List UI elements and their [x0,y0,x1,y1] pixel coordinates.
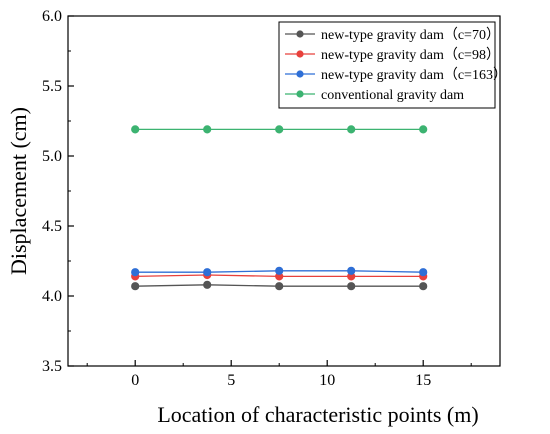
legend-swatch-marker [296,90,304,98]
x-tick-label: 10 [319,372,335,389]
legend-label: new-type gravity dam（c=163） [321,67,507,83]
series-0 [131,280,428,291]
x-axis-title: Location of characteristic points (m) [157,402,478,427]
data-point [347,125,356,134]
series-2 [131,266,428,277]
data-point [419,125,428,134]
data-point [203,268,212,277]
legend-swatch-marker [296,70,304,78]
legend-swatch-marker [296,30,304,38]
data-point [131,268,140,277]
legend-label: conventional gravity dam [321,88,464,103]
data-point [275,125,284,134]
y-tick-label: 4.0 [42,288,62,305]
data-point [347,282,356,291]
y-tick-label: 5.0 [42,148,62,165]
y-tick-label: 3.5 [42,358,62,375]
series-3 [131,125,428,134]
x-tick-label: 15 [415,372,431,389]
data-point [203,125,212,134]
data-point [275,266,284,275]
legend: new-type gravity dam（c=70） new-type gravi… [278,21,507,109]
data-point [203,280,212,289]
legend-label: new-type gravity dam（c=70） [321,27,500,43]
y-axis-title: Displacement (cm) [6,107,31,275]
x-tick-label: 5 [227,372,235,389]
data-point [131,282,140,291]
series-layer [131,125,428,291]
data-point [347,266,356,275]
y-tick-label: 5.5 [42,78,62,95]
data-point [131,125,140,134]
y-tick-label: 6.0 [42,8,62,25]
data-point [275,282,284,291]
axes: 0 5 10 15 3.5 4.0 4.5 5.0 5.5 6.0 [42,8,501,389]
legend-swatch-marker [296,50,304,58]
y-tick-label: 4.5 [42,218,62,235]
data-point [419,268,428,277]
data-point [419,282,428,291]
x-tick-label: 0 [131,372,139,389]
legend-label: new-type gravity dam（c=98） [321,47,500,63]
